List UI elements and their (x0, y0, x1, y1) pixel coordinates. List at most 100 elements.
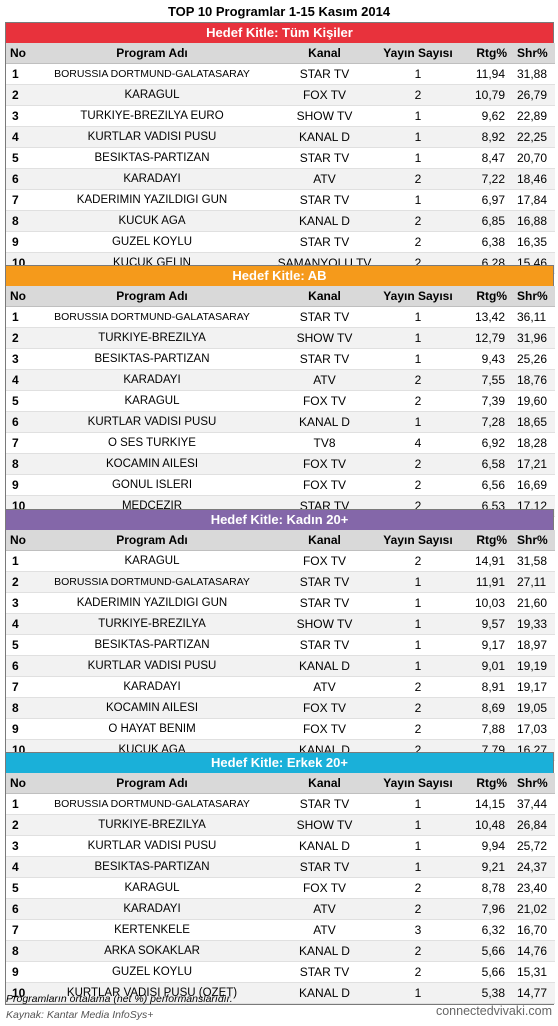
cell-rtg: 9,01 (454, 655, 517, 677)
cell-count: 2 (382, 84, 454, 106)
cell-rtg: 10,79 (454, 84, 517, 106)
cell-shr: 19,05 (517, 697, 555, 719)
cell-shr: 18,28 (517, 432, 555, 454)
section-2: Hedef Kitle: AB No Program Adı Kanal Yayın S… (5, 265, 555, 518)
cell-program: BESIKTAS-PARTIZAN (37, 147, 267, 169)
cell-program: KUCUK AGA (37, 210, 267, 232)
cell-shr: 31,88 (517, 63, 555, 85)
cell-no: 1 (6, 63, 37, 85)
cell-rtg: 6,38 (454, 231, 517, 253)
cell-program: TURKIYE-BREZILYA (37, 613, 267, 635)
cell-program: BORUSSIA DORTMUND-GALATASARAY (37, 793, 267, 815)
cell-program: KADERIMIN YAZILDIGI GUN (37, 592, 267, 614)
ranking-table: No Program Adı Kanal Yayın Sayısı Rtg% Shr% 1 B… (6, 286, 555, 517)
cell-no: 8 (6, 697, 37, 719)
table-row: 8 KUCUK AGA KANAL D 2 6,85 16,88 (6, 210, 555, 232)
column-header-program: Program Adı (37, 43, 267, 64)
cell-program: KERTENKELE (37, 919, 267, 941)
column-header-rtg: Rtg% (454, 286, 517, 307)
cell-shr: 18,97 (517, 634, 555, 656)
cell-program: GUZEL KOYLU (37, 231, 267, 253)
cell-no: 8 (6, 210, 37, 232)
table-row: 6 KARADAYI ATV 2 7,96 21,02 (6, 898, 555, 920)
cell-no: 3 (6, 105, 37, 127)
cell-channel: STAR TV (267, 961, 382, 983)
cell-count: 1 (382, 411, 454, 433)
cell-shr: 16,70 (517, 919, 555, 941)
cell-no: 10 (6, 982, 37, 1004)
cell-channel: ATV (267, 168, 382, 190)
table-row: 2 BORUSSIA DORTMUND-GALATASARAY STAR TV 1 11… (6, 571, 555, 593)
cell-channel: STAR TV (267, 634, 382, 656)
cell-rtg: 5,66 (454, 940, 517, 962)
cell-channel: STAR TV (267, 147, 382, 169)
column-header-channel: Kanal (267, 530, 382, 551)
cell-rtg: 14,91 (454, 550, 517, 572)
cell-rtg: 7,28 (454, 411, 517, 433)
cell-count: 1 (382, 147, 454, 169)
column-header-count: Yayın Sayısı (382, 773, 454, 794)
cell-rtg: 12,79 (454, 327, 517, 349)
cell-channel: TV8 (267, 432, 382, 454)
column-header-rtg: Rtg% (454, 43, 517, 64)
table-row: 9 GUZEL KOYLU STAR TV 2 5,66 15,31 (6, 961, 555, 983)
table-row: 3 KURTLAR VADISI PUSU KANAL D 1 9,94 25,72 (6, 835, 555, 857)
cell-rtg: 10,03 (454, 592, 517, 614)
cell-channel: FOX TV (267, 390, 382, 412)
cell-channel: ATV (267, 919, 382, 941)
cell-shr: 26,79 (517, 84, 555, 106)
cell-program: KARAGUL (37, 550, 267, 572)
cell-count: 2 (382, 453, 454, 475)
cell-program: KADERIMIN YAZILDIGI GUN (37, 189, 267, 211)
cell-rtg: 9,17 (454, 634, 517, 656)
cell-count: 1 (382, 306, 454, 328)
section-1: Hedef Kitle: Tüm Kişiler No Program Adı Kan… (5, 22, 555, 275)
section-3: Hedef Kitle: Kadın 20+ No Program Adı Kanal… (5, 509, 555, 762)
cell-no: 2 (6, 327, 37, 349)
cell-count: 2 (382, 369, 454, 391)
cell-shr: 22,25 (517, 126, 555, 148)
cell-no: 2 (6, 814, 37, 836)
cell-count: 1 (382, 814, 454, 836)
cell-program: TURKIYE-BREZILYA (37, 327, 267, 349)
table-row: 5 BESIKTAS-PARTIZAN STAR TV 1 9,17 18,97 (6, 634, 555, 656)
cell-rtg: 8,92 (454, 126, 517, 148)
table-row: 1 BORUSSIA DORTMUND-GALATASARAY STAR TV 1 13… (6, 306, 555, 328)
cell-program: KARADAYI (37, 898, 267, 920)
cell-shr: 17,84 (517, 189, 555, 211)
cell-rtg: 14,15 (454, 793, 517, 815)
cell-channel: ATV (267, 369, 382, 391)
cell-channel: KANAL D (267, 411, 382, 433)
cell-count: 1 (382, 105, 454, 127)
table-row: 4 KURTLAR VADISI PUSU KANAL D 1 8,92 22,25 (6, 126, 555, 148)
cell-no: 1 (6, 550, 37, 572)
cell-program: KARAGUL (37, 877, 267, 899)
column-header-shr: Shr% (517, 43, 555, 64)
table-row: 4 TURKIYE-BREZILYA SHOW TV 1 9,57 19,33 (6, 613, 555, 635)
table-row: 3 BESIKTAS-PARTIZAN STAR TV 1 9,43 25,26 (6, 348, 555, 370)
table-row: 2 TURKIYE-BREZILYA SHOW TV 1 10,48 26,84 (6, 814, 555, 836)
cell-channel: ATV (267, 898, 382, 920)
cell-program: BORUSSIA DORTMUND-GALATASARAY (37, 306, 267, 328)
cell-shr: 20,70 (517, 147, 555, 169)
table-row: 6 KURTLAR VADISI PUSU KANAL D 1 9,01 19,19 (6, 655, 555, 677)
column-header-no: No (6, 286, 37, 307)
cell-no: 7 (6, 676, 37, 698)
cell-channel: STAR TV (267, 63, 382, 85)
column-header-channel: Kanal (267, 286, 382, 307)
table-row: 8 KOCAMIN AILESI FOX TV 2 8,69 19,05 (6, 697, 555, 719)
header-row: No Program Adı Kanal Yayın Sayısı Rtg% Shr% (6, 773, 555, 794)
table-row: 7 KERTENKELE ATV 3 6,32 16,70 (6, 919, 555, 941)
table-row: 2 KARAGUL FOX TV 2 10,79 26,79 (6, 84, 555, 106)
cell-count: 2 (382, 390, 454, 412)
ranking-table: No Program Adı Kanal Yayın Sayısı Rtg% Shr% 1 K… (6, 530, 555, 761)
cell-program: BESIKTAS-PARTIZAN (37, 856, 267, 878)
cell-rtg: 8,47 (454, 147, 517, 169)
cell-rtg: 11,94 (454, 63, 517, 85)
cell-shr: 24,37 (517, 856, 555, 878)
cell-count: 2 (382, 961, 454, 983)
cell-no: 6 (6, 411, 37, 433)
cell-no: 4 (6, 369, 37, 391)
